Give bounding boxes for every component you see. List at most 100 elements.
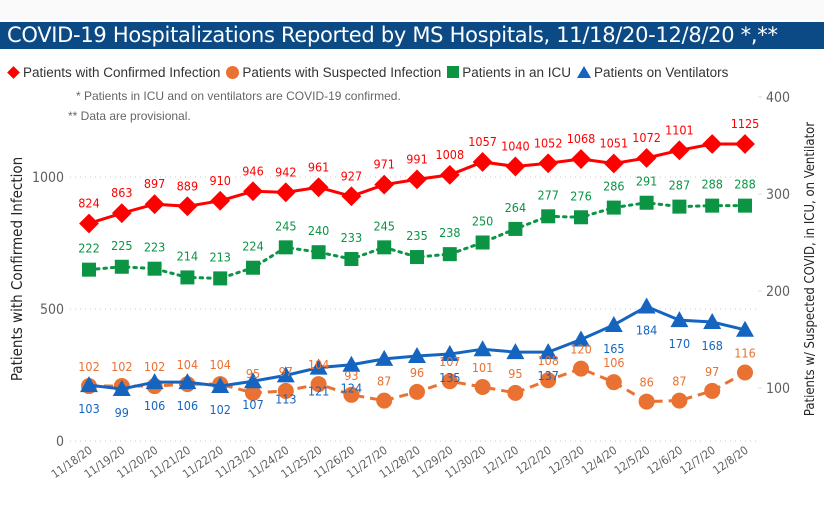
data-label: 104 bbox=[308, 357, 329, 372]
x-tick-label: 12/1/20 bbox=[480, 443, 521, 477]
data-label: 102 bbox=[78, 359, 99, 374]
y-axis-title-right: Patients w/ Suspected COVID, in ICU, on … bbox=[803, 122, 818, 416]
data-label: 264 bbox=[505, 200, 526, 215]
data-label: 1040 bbox=[501, 138, 530, 153]
data-label: 97 bbox=[705, 364, 719, 379]
data-label: 108 bbox=[537, 353, 558, 368]
data-label: 1072 bbox=[632, 130, 661, 145]
square-marker-icon bbox=[447, 66, 460, 78]
data-point-square bbox=[606, 200, 621, 215]
data-label: 184 bbox=[636, 323, 657, 338]
data-label: 910 bbox=[209, 173, 230, 188]
data-label: 213 bbox=[209, 249, 230, 264]
data-label: 971 bbox=[373, 157, 394, 172]
data-point-square bbox=[344, 251, 359, 266]
legend-item-icu[interactable]: Patients in an ICU bbox=[447, 65, 571, 80]
x-tick-label: 12/8/20 bbox=[710, 443, 751, 477]
data-point-diamond bbox=[505, 156, 526, 177]
data-point-triangle bbox=[80, 376, 98, 393]
data-label: 1051 bbox=[599, 136, 628, 151]
data-point-square bbox=[541, 209, 556, 224]
data-point-diamond bbox=[702, 134, 723, 154]
data-label: 245 bbox=[373, 218, 394, 233]
data-label: 238 bbox=[439, 225, 460, 240]
data-label: 95 bbox=[246, 366, 260, 381]
data-point-triangle bbox=[736, 320, 754, 337]
data-label: 288 bbox=[734, 177, 755, 192]
data-point-triangle bbox=[670, 311, 689, 328]
legend-item-confirmed[interactable]: Patients with Confirmed Infection bbox=[6, 65, 220, 80]
data-point-circle bbox=[573, 360, 589, 377]
legend-item-suspected[interactable]: Patients with Suspected Infection bbox=[226, 65, 441, 80]
data-label: 250 bbox=[472, 214, 493, 229]
data-point-diamond bbox=[669, 140, 690, 161]
data-label: 121 bbox=[308, 384, 329, 399]
data-label: 222 bbox=[78, 241, 99, 256]
data-label: 277 bbox=[537, 187, 558, 202]
data-label: 1057 bbox=[468, 134, 497, 149]
data-point-diamond bbox=[79, 213, 99, 234]
data-label: 214 bbox=[177, 248, 198, 263]
data-label: 245 bbox=[275, 218, 296, 233]
data-point-diamond bbox=[374, 174, 395, 195]
data-label: 102 bbox=[209, 402, 230, 417]
data-point-circle bbox=[507, 384, 524, 401]
data-point-triangle bbox=[506, 343, 525, 360]
data-label: 961 bbox=[308, 159, 329, 174]
data-point-square bbox=[639, 195, 654, 210]
data-point-square bbox=[114, 259, 129, 274]
series-patients-in-an-icu bbox=[82, 195, 752, 286]
data-point-square bbox=[278, 240, 293, 255]
legend-label: Patients with Confirmed Infection bbox=[23, 64, 221, 80]
data-label: 224 bbox=[242, 239, 263, 254]
data-point-triangle bbox=[637, 297, 656, 314]
data-point-diamond bbox=[439, 164, 460, 185]
data-point-circle bbox=[409, 383, 425, 400]
data-label: 1068 bbox=[567, 131, 596, 146]
data-label: 102 bbox=[111, 359, 132, 374]
data-point-diamond bbox=[144, 194, 165, 215]
legend-item-ventilators[interactable]: Patients on Ventilators bbox=[577, 65, 728, 80]
data-label: 1008 bbox=[435, 147, 464, 162]
data-label: 240 bbox=[308, 223, 329, 238]
data-point-circle bbox=[245, 384, 261, 401]
x-tick-label: 12/3/20 bbox=[546, 443, 587, 477]
data-point-diamond bbox=[472, 152, 493, 172]
y-tick-label-left: 1000 bbox=[32, 170, 64, 186]
data-label: 1101 bbox=[665, 122, 694, 137]
data-label: 223 bbox=[144, 240, 165, 255]
x-tick-label: 12/2/20 bbox=[513, 443, 554, 477]
data-point-circle bbox=[441, 373, 458, 390]
data-point-square bbox=[442, 247, 457, 262]
y-tick-label-right: 300 bbox=[766, 187, 790, 203]
data-point-diamond bbox=[111, 203, 132, 224]
data-point-square bbox=[213, 271, 228, 286]
data-point-circle bbox=[638, 393, 655, 410]
data-label: 946 bbox=[242, 163, 263, 178]
data-point-circle bbox=[737, 364, 753, 381]
data-point-diamond bbox=[407, 169, 427, 190]
data-point-diamond bbox=[571, 149, 591, 169]
data-point-square bbox=[508, 221, 523, 236]
data-point-circle bbox=[605, 374, 622, 391]
y-tick-label-right: 100 bbox=[766, 381, 790, 397]
data-point-circle bbox=[671, 392, 688, 409]
chart-title: COVID-19 Hospitalizations Reported by MS… bbox=[0, 22, 824, 49]
data-point-diamond bbox=[243, 181, 263, 202]
data-point-square bbox=[705, 198, 720, 213]
data-point-triangle bbox=[112, 379, 131, 396]
data-point-square bbox=[475, 235, 490, 250]
data-label: 101 bbox=[472, 360, 493, 375]
data-label: 927 bbox=[341, 168, 362, 183]
x-tick-label: 12/4/20 bbox=[579, 443, 620, 477]
data-label: 107 bbox=[439, 354, 460, 369]
data-label: 135 bbox=[439, 370, 460, 385]
x-tick-label: 12/5/20 bbox=[612, 443, 653, 477]
x-tick-label: 12/7/20 bbox=[677, 443, 718, 477]
data-point-circle bbox=[376, 392, 393, 409]
data-point-triangle bbox=[408, 346, 426, 363]
data-point-diamond bbox=[177, 196, 198, 217]
data-point-circle bbox=[540, 372, 557, 389]
legend-label: Patients with Suspected Infection bbox=[242, 64, 442, 80]
